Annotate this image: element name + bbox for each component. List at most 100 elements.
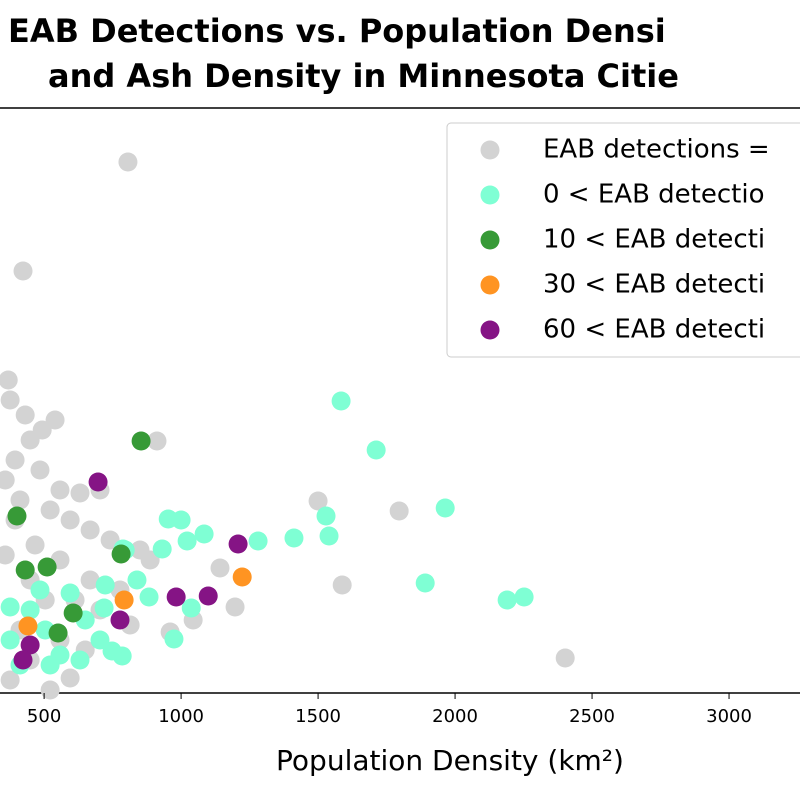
legend-label: 30 < EAB detecti	[543, 270, 765, 300]
scatter-point	[198, 586, 218, 606]
scatter-point	[0, 390, 20, 410]
x-tick-label: 2500	[569, 706, 615, 727]
scatter-point	[332, 575, 352, 595]
scatter-point	[10, 490, 30, 510]
scatter-point	[435, 498, 455, 518]
x-tick-label: 3000	[706, 706, 752, 727]
scatter-point	[40, 680, 60, 700]
scatter-point	[63, 603, 83, 623]
scatter-point	[50, 480, 70, 500]
legend-label: EAB detections =	[543, 135, 770, 165]
scatter-point	[102, 641, 122, 661]
scatter-point	[13, 261, 33, 281]
scatter-point	[114, 590, 134, 610]
scatter-point	[131, 431, 151, 451]
scatter-point	[80, 570, 100, 590]
scatter-point	[555, 648, 575, 668]
scatter-point	[366, 440, 386, 460]
legend-marker	[480, 320, 500, 340]
scatter-point	[20, 600, 40, 620]
scatter-point	[194, 524, 214, 544]
plot-area	[0, 152, 575, 700]
scatter-point	[248, 531, 268, 551]
scatter-point	[228, 534, 248, 554]
scatter-point	[415, 573, 435, 593]
scatter-point	[514, 587, 534, 607]
legend-label: 10 < EAB detecti	[543, 225, 765, 255]
scatter-point	[181, 598, 201, 618]
scatter-point	[140, 550, 160, 570]
scatter-point	[166, 587, 186, 607]
scatter-point	[20, 635, 40, 655]
scatter-point	[94, 598, 114, 618]
scatter-point	[40, 500, 60, 520]
scatter-point	[48, 623, 68, 643]
legend-label: 0 < EAB detectio	[543, 180, 764, 210]
scatter-point	[25, 535, 45, 555]
legend-box	[446, 122, 800, 358]
scatter-point	[60, 510, 80, 530]
legend-label: 60 < EAB detecti	[543, 315, 765, 345]
legend: EAB detections = 0 < EAB detectio 10 < EAB…	[446, 122, 800, 358]
scatter-point	[60, 668, 80, 688]
legend-marker	[480, 230, 500, 250]
scatter-point	[30, 460, 50, 480]
scatter-point	[232, 567, 252, 587]
scatter-point	[15, 560, 35, 580]
scatter-point	[152, 539, 172, 559]
scatter-point	[70, 483, 90, 503]
scatter-point	[80, 520, 100, 540]
x-axis-label: Population Density (km²)	[276, 744, 624, 777]
scatter-point	[40, 655, 60, 675]
scatter-point	[90, 630, 110, 650]
scatter-point	[37, 557, 57, 577]
scatter-point	[177, 531, 197, 551]
scatter-point	[389, 501, 409, 521]
scatter-point	[0, 670, 20, 690]
scatter-point	[60, 583, 80, 603]
scatter-point	[127, 570, 147, 590]
legend-marker	[480, 185, 500, 205]
chart-title: EAB Detections vs. Population Densi	[8, 12, 666, 50]
scatter-point	[95, 575, 115, 595]
legend-marker	[480, 140, 500, 160]
scatter-point	[0, 545, 15, 565]
scatter-point	[88, 472, 108, 492]
scatter-point	[0, 597, 20, 617]
scatter-point	[45, 410, 65, 430]
x-tick-label: 2000	[432, 706, 478, 727]
x-tick-label: 1500	[295, 706, 341, 727]
scatter-point	[7, 506, 27, 526]
scatter-point	[319, 526, 339, 546]
scatter-point	[0, 630, 20, 650]
scatter-point	[15, 405, 35, 425]
scatter-point	[164, 629, 184, 649]
scatter-point	[284, 528, 304, 548]
scatter-point	[171, 510, 191, 530]
scatter-point	[70, 650, 90, 670]
scatter-point	[139, 587, 159, 607]
scatter-point	[147, 431, 167, 451]
scatter-point	[13, 650, 33, 670]
scatter-point	[331, 391, 351, 411]
scatter-point	[497, 590, 517, 610]
scatter-point	[32, 420, 52, 440]
scatter-point	[210, 558, 230, 578]
scatter-point	[110, 610, 130, 630]
scatter-point	[118, 152, 138, 172]
scatter-point	[30, 580, 50, 600]
x-tick-label: 500	[27, 706, 61, 727]
scatter-point	[0, 470, 15, 490]
chart-title: and Ash Density in Minnesota Citie	[48, 57, 679, 95]
scatter-point	[111, 544, 131, 564]
scatter-point	[18, 616, 38, 636]
scatter-point	[316, 506, 336, 526]
x-tick-label: 1000	[158, 706, 204, 727]
legend-marker	[480, 275, 500, 295]
scatter-point	[5, 450, 25, 470]
scatter-point	[0, 370, 18, 390]
scatter-point	[225, 597, 245, 617]
scatter-point	[308, 491, 328, 511]
